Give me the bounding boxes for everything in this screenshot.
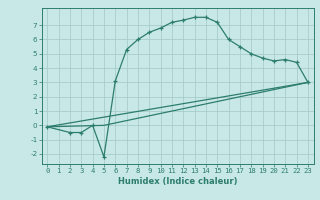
X-axis label: Humidex (Indice chaleur): Humidex (Indice chaleur) bbox=[118, 177, 237, 186]
